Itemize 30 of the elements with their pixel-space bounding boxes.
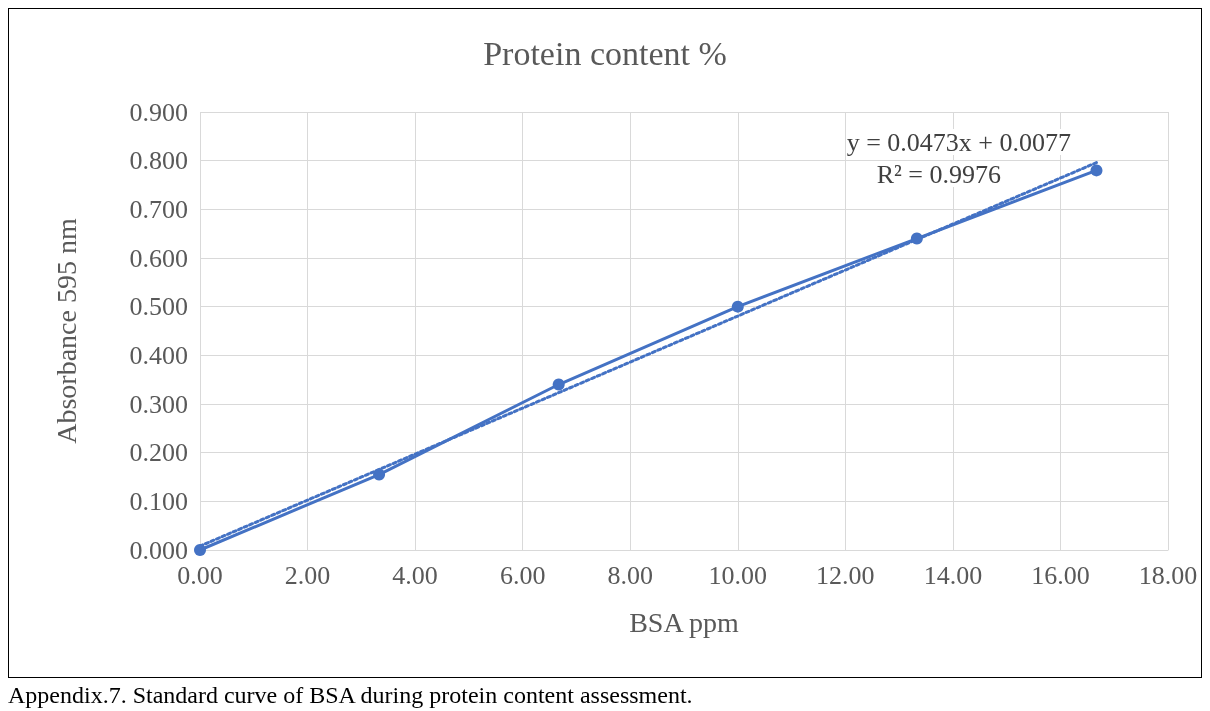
y-tick-label: 0.300 <box>129 389 188 419</box>
text: Appendix.7. Standard curve of BSA during protein content assessment. <box>8 682 694 709</box>
point <box>910 232 923 245</box>
y-tick-label: 0.200 <box>129 438 188 468</box>
x-tick-label: 12.00 <box>816 560 875 590</box>
point <box>731 300 744 313</box>
point <box>194 544 206 556</box>
y-tick-label: 0.500 <box>129 292 188 322</box>
x-tick-label: 4.00 <box>392 560 438 590</box>
x-tick-label: 18.00 <box>1138 560 1198 590</box>
x-tick-label: 16.00 <box>1031 560 1090 590</box>
y-tick-label: 0.400 <box>129 340 188 370</box>
x-tick-label: 10.00 <box>708 560 768 590</box>
annotation: y = 0.0473x + 0.0077 <box>846 127 1071 157</box>
y-axis-title: Absorbance 595 nm <box>50 218 82 444</box>
x-axis-title: BSA ppm <box>629 606 740 638</box>
y-tick-label: 0.600 <box>129 243 188 273</box>
chart-title: Protein content % <box>483 34 727 72</box>
y-tick-label: 0.100 <box>129 486 188 516</box>
point <box>373 468 386 481</box>
annotation: R² = 0.9976 <box>876 159 1002 189</box>
y-tick-label: 0.900 <box>129 97 188 127</box>
y-tick-label: 0.800 <box>129 146 188 176</box>
point <box>1090 164 1103 177</box>
x-tick-label: 2.00 <box>284 560 331 590</box>
y-tick-label: 0.700 <box>129 194 188 224</box>
x-tick-label: 8.00 <box>607 560 653 590</box>
point <box>552 378 565 391</box>
x-tick-label: 6.00 <box>499 560 546 590</box>
x-tick-label: 14.00 <box>923 560 983 590</box>
